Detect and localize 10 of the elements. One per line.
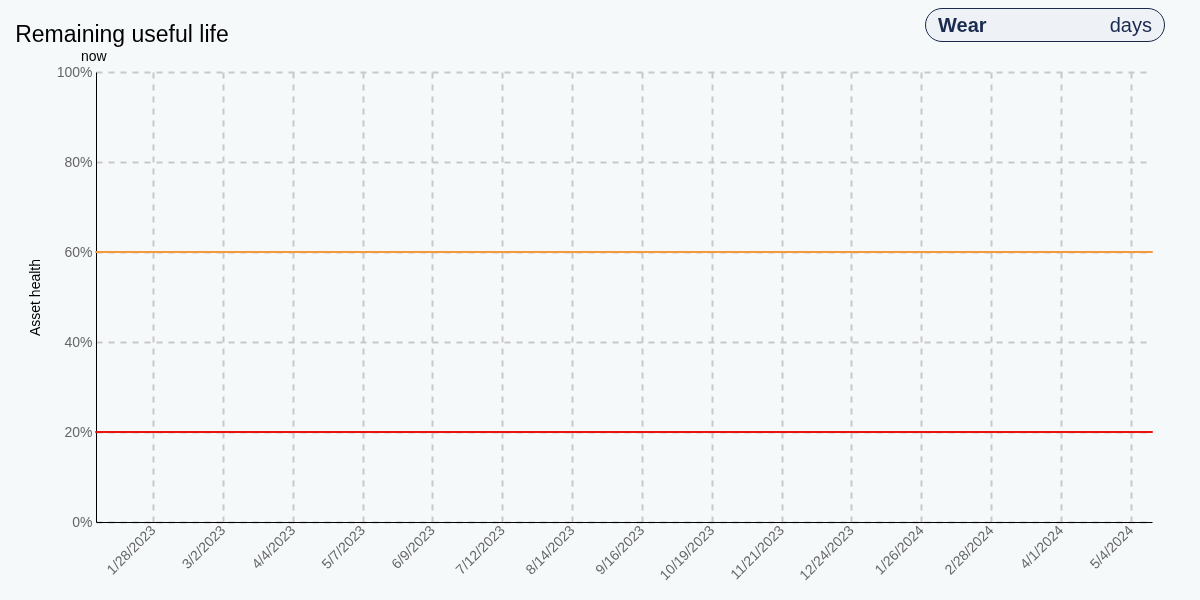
text: now [81,48,107,64]
y-tick-label: 40% [64,333,93,350]
y-axis-title: Asset health [26,258,43,337]
y-tick-label: 20% [64,423,93,440]
y-tick-label: 80% [64,153,93,170]
input-field: Wear days [925,8,1165,42]
y-tick-label: 60% [64,243,93,260]
y-tick-label: 0% [72,513,93,530]
chart-title: Remaining useful life [15,21,229,47]
y-tick-label: 100% [56,63,93,80]
